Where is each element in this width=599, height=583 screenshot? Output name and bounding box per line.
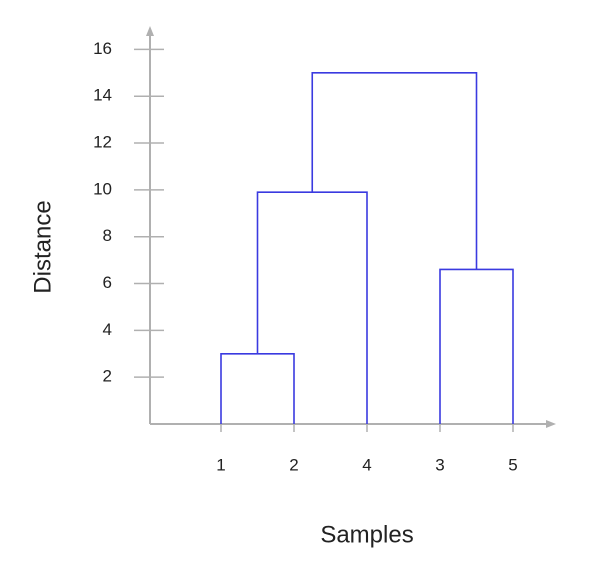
dendrogram-link [256,191,368,424]
y-tick-label: 2 [103,367,112,386]
leaf-label: 4 [362,455,371,474]
dendrogram-link [439,268,514,424]
leaf-label: 2 [289,455,298,474]
y-tick-label: 8 [103,226,112,245]
dendrogram-link [220,352,295,424]
leaf-label: 1 [216,455,225,474]
dendrogram-link [311,72,478,270]
x-axis-arrow [546,420,556,428]
leaf-label: 5 [508,455,517,474]
x-axis-label: Samples [320,521,413,548]
y-axis-arrow [146,26,154,36]
y-tick-label: 10 [93,179,112,198]
y-tick-label: 14 [93,86,112,105]
leaf-label: 3 [435,455,444,474]
y-tick-label: 16 [93,39,112,58]
y-tick-label: 4 [103,320,112,339]
y-tick-label: 6 [103,273,112,292]
y-tick-label: 12 [93,133,112,152]
y-axis-label: Distance [29,200,56,293]
